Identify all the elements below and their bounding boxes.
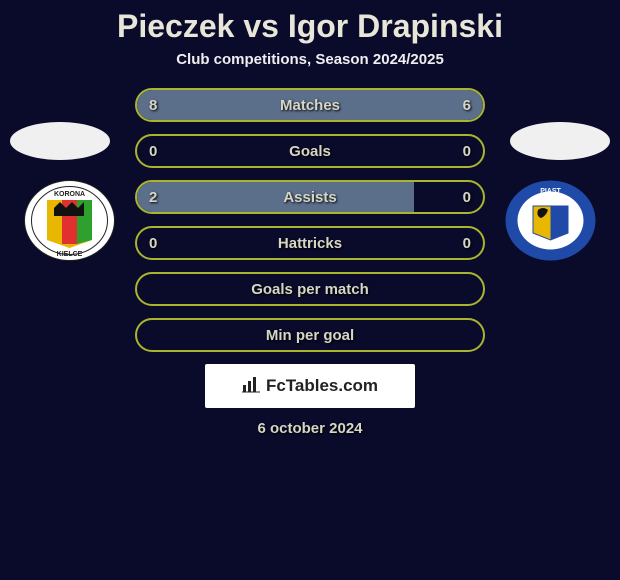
- stat-row: 2 0 Assists: [135, 180, 485, 214]
- stat-value-right: 0: [463, 189, 471, 206]
- page-title: Pieczek vs Igor Drapinski: [117, 8, 503, 45]
- stat-value-right: 0: [463, 235, 471, 252]
- stat-fill-right: [334, 90, 483, 120]
- stat-value-left: 2: [149, 189, 157, 206]
- stat-row: 0 0 Goals: [135, 134, 485, 168]
- stat-label: Matches: [280, 97, 340, 114]
- stat-fill-left: [137, 182, 414, 212]
- svg-text:KORONA: KORONA: [54, 191, 85, 198]
- club-badge-right: PIAST: [503, 178, 598, 263]
- stat-row: Goals per match: [135, 272, 485, 306]
- stat-row: 8 6 Matches: [135, 88, 485, 122]
- stat-value-right: 6: [463, 97, 471, 114]
- chart-icon: [242, 375, 260, 398]
- stat-label: Hattricks: [278, 235, 342, 252]
- player-left-avatar: [10, 122, 110, 160]
- stat-row: Min per goal: [135, 318, 485, 352]
- svg-text:KIELCE: KIELCE: [57, 251, 83, 258]
- stat-label: Goals: [289, 143, 331, 160]
- club-badge-left: KORONA KIELCE: [22, 178, 117, 263]
- watermark-text: FcTables.com: [266, 376, 378, 396]
- stat-label: Assists: [283, 189, 336, 206]
- stat-label: Min per goal: [266, 327, 354, 344]
- subtitle: Club competitions, Season 2024/2025: [176, 51, 444, 68]
- player-right-avatar: [510, 122, 610, 160]
- stat-value-right: 0: [463, 143, 471, 160]
- stat-value-left: 8: [149, 97, 157, 114]
- svg-text:PIAST: PIAST: [540, 188, 561, 195]
- stats-block: 8 6 Matches 0 0 Goals 2 0 Assists 0 0 Hattricks Goal…: [135, 88, 485, 352]
- date-text: 6 october 2024: [257, 420, 362, 437]
- stat-label: Goals per match: [251, 281, 369, 298]
- stat-row: 0 0 Hattricks: [135, 226, 485, 260]
- stat-value-left: 0: [149, 235, 157, 252]
- stat-value-left: 0: [149, 143, 157, 160]
- watermark-badge: FcTables.com: [205, 364, 415, 408]
